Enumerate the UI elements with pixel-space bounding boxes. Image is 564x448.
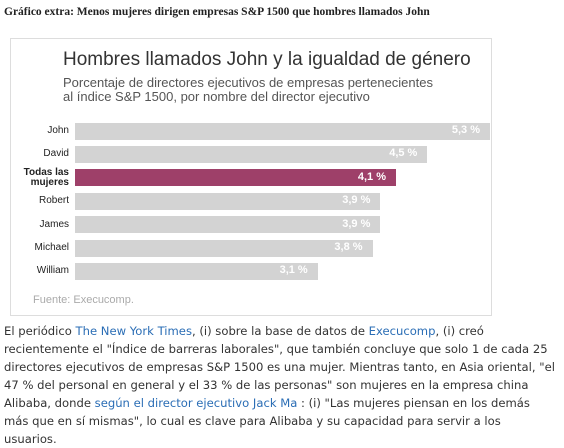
header-title: Gráfico extra: Menos mujeres dirigen emp… xyxy=(4,6,430,18)
bar xyxy=(75,216,381,234)
chart-title: Hombres llamados John y la igualdad de g… xyxy=(63,49,471,70)
chart-subtitle: Porcentaje de directores ejecutivos de e… xyxy=(63,75,433,90)
value-label: 3,1 % xyxy=(279,264,308,277)
category-label: James xyxy=(39,218,69,230)
category-label: Todas las mujeres xyxy=(23,166,69,188)
category-label: David xyxy=(43,148,69,160)
bar xyxy=(75,262,318,280)
article: El periódico The New York Times, (i) sob… xyxy=(4,322,556,448)
value-label: 5,3 % xyxy=(451,124,480,136)
article-link[interactable]: Execucomp xyxy=(368,324,436,338)
chart-subtitle: al índice S&P 1500, por nombre del direc… xyxy=(63,89,370,104)
category-label: Michael xyxy=(34,242,69,253)
article-text: , (i) sobre la base de datos de xyxy=(191,324,369,338)
bar xyxy=(75,192,381,210)
chart-source: Fuente: Execucomp. xyxy=(33,294,134,306)
value-label: 3,9 % xyxy=(342,194,371,207)
article-text: , (i) creó recientemente el "Índice de b… xyxy=(4,324,555,410)
bar xyxy=(75,239,373,257)
article-link[interactable]: según el director ejecutivo Jack Ma xyxy=(94,396,298,410)
article-link[interactable]: The New York Times xyxy=(75,324,192,338)
page: Gráfico extra: Menos mujeres dirigen emp… xyxy=(4,6,555,446)
bar xyxy=(75,122,490,140)
category-label: William xyxy=(36,265,69,277)
article-text: El periódico xyxy=(4,324,76,338)
chart: Hombres llamados John y la igualdad de g… xyxy=(10,38,492,316)
bar xyxy=(75,145,428,163)
value-label: 3,8 % xyxy=(334,241,363,253)
value-label: 3,9 % xyxy=(342,217,371,230)
category-label: Robert xyxy=(38,195,69,207)
value-label: 4,5 % xyxy=(389,147,418,160)
bar xyxy=(75,169,397,187)
value-label: 4,1 % xyxy=(357,170,387,183)
category-label: John xyxy=(47,125,69,136)
